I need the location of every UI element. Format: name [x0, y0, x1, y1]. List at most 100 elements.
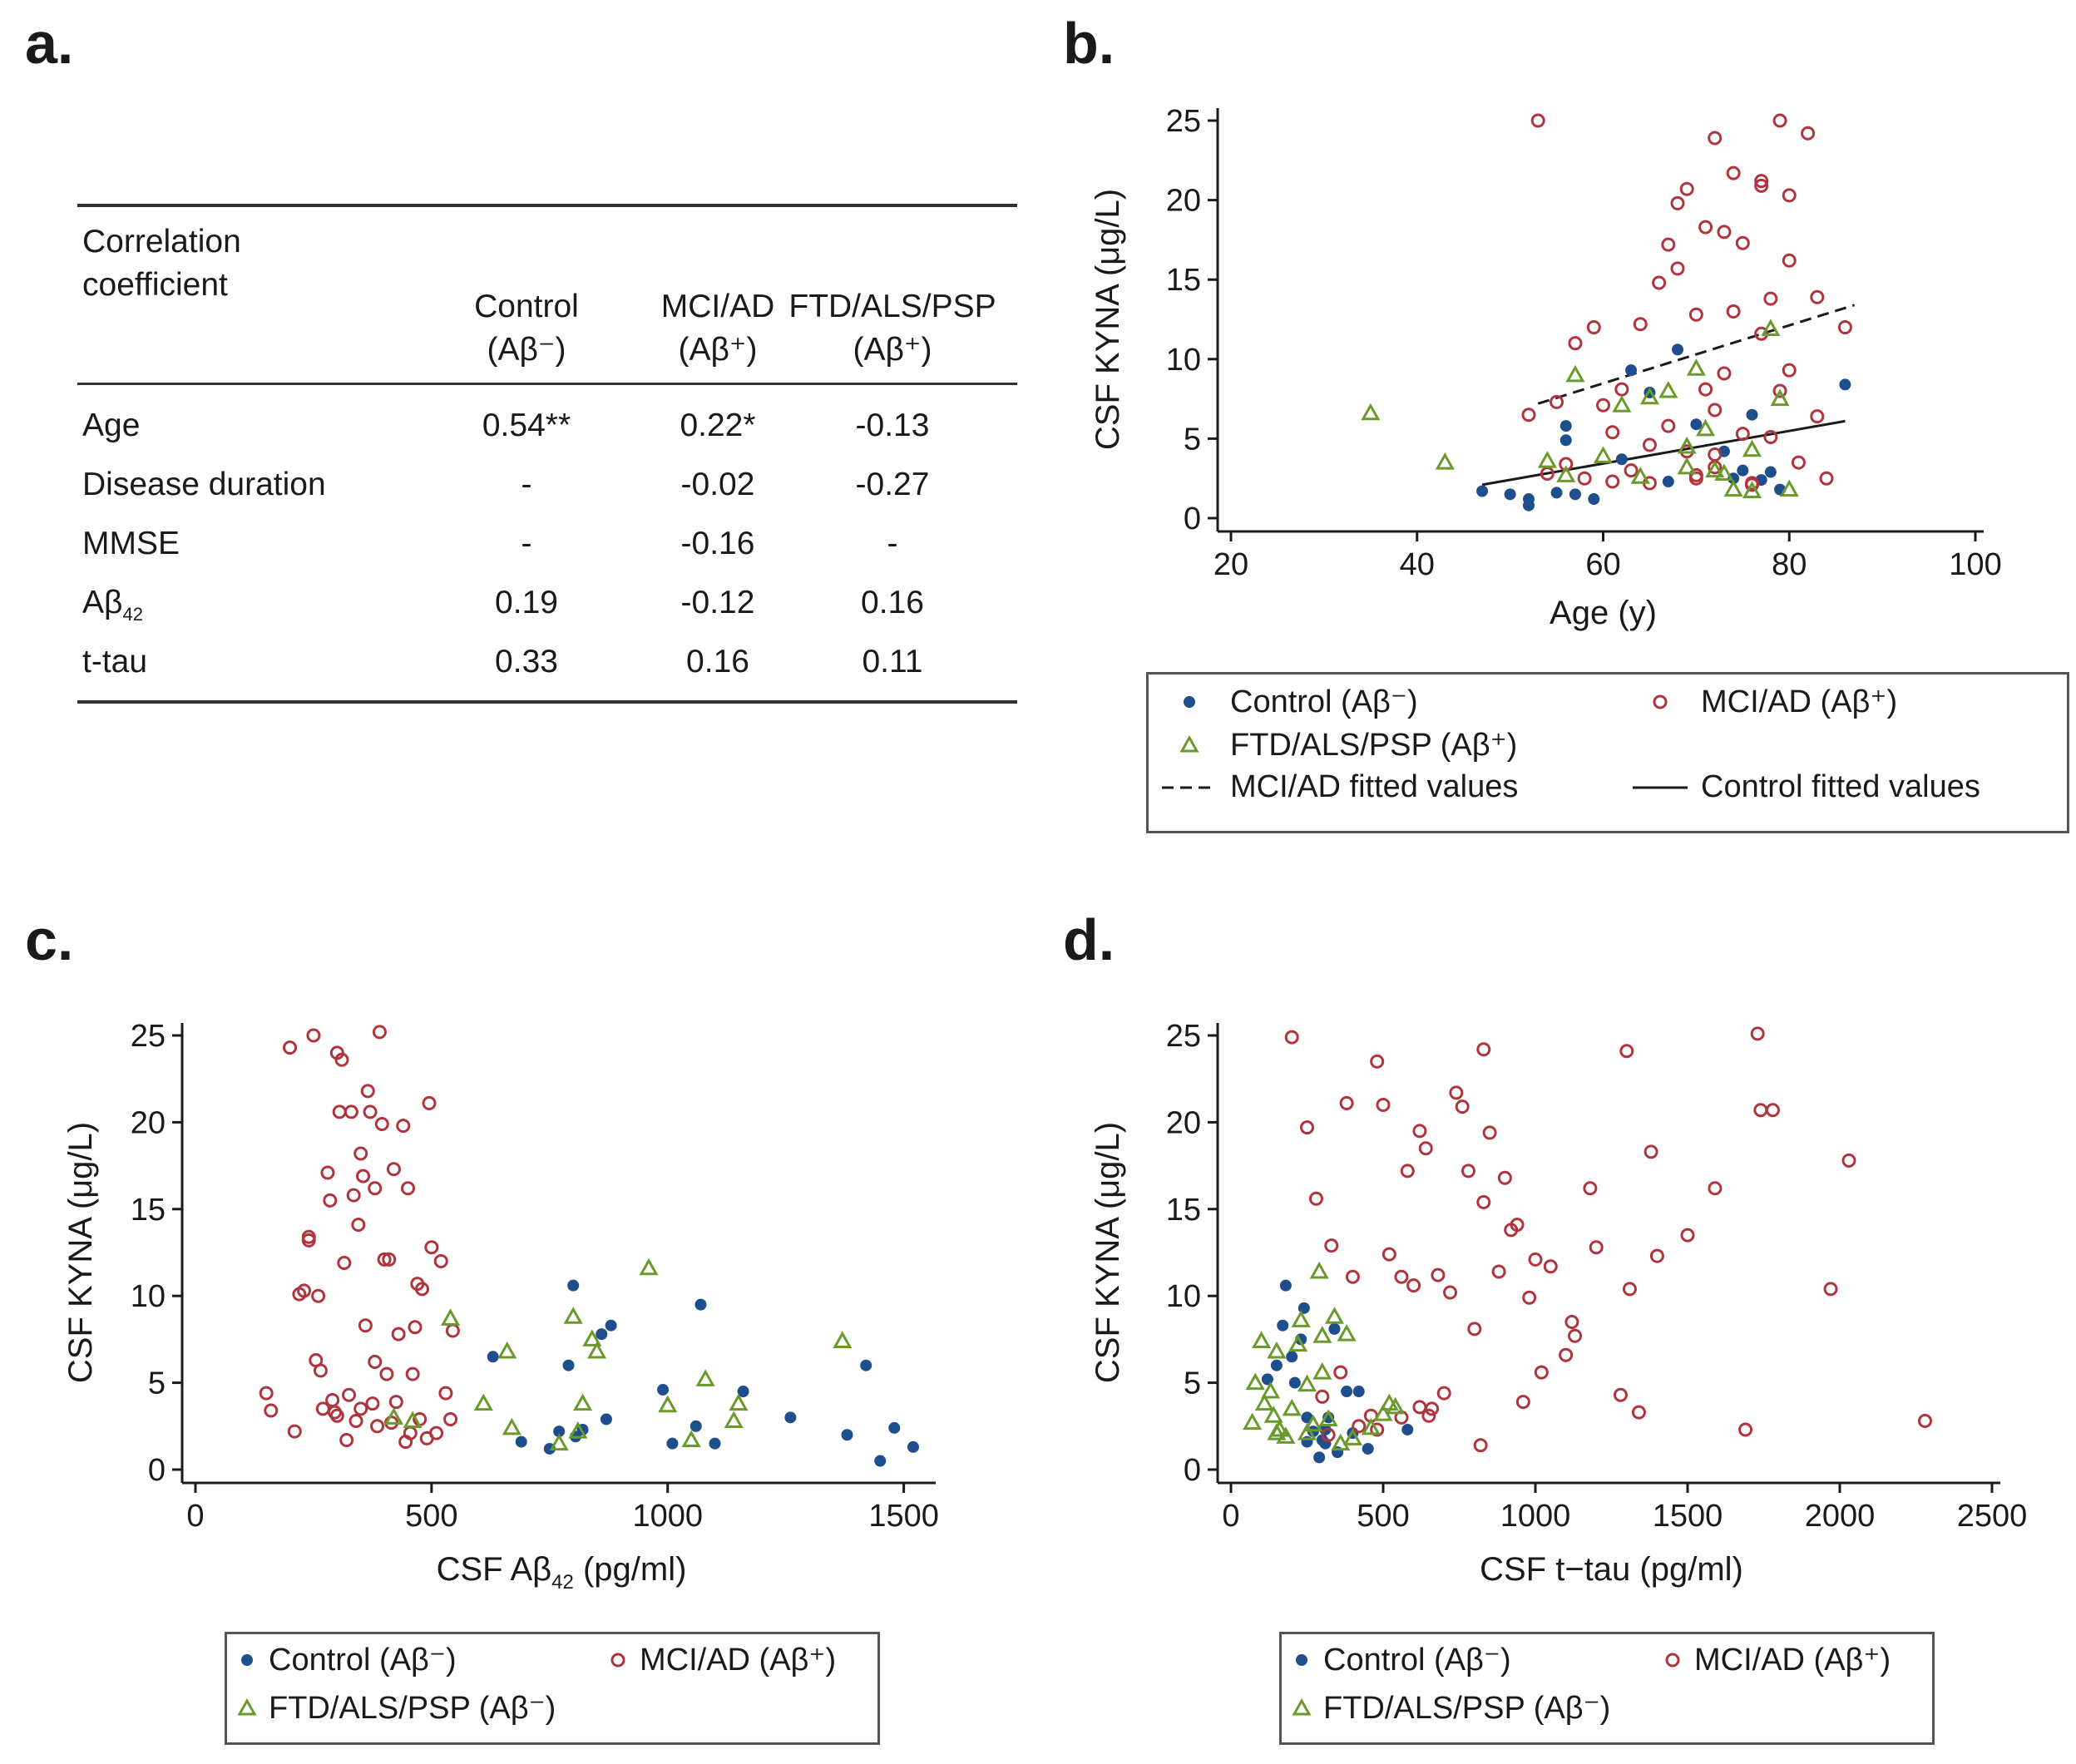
ftd-point — [1742, 481, 1762, 498]
ftd-point — [1556, 465, 1576, 482]
legend-item-ftd: FTD/ALS/PSP (Aβ⁻) — [230, 1689, 556, 1727]
panel-label-d: d. — [1063, 907, 1115, 972]
y-axis-label: CSF KYNA (μg/L) — [1090, 189, 1126, 450]
mciad-point — [1370, 1422, 1385, 1437]
ftd-point — [1639, 387, 1660, 405]
mciad-point — [348, 1414, 363, 1429]
control-point — [1615, 453, 1628, 466]
ftd-point — [1537, 451, 1557, 468]
mciad-point — [1473, 1438, 1488, 1453]
table-cell: 0.16 — [861, 585, 924, 620]
mciad-point — [1810, 409, 1825, 424]
x-tick-label: 500 — [405, 1499, 457, 1534]
mciad-point — [424, 1240, 439, 1255]
ftd-point — [497, 1341, 517, 1359]
mciad-point — [1406, 1278, 1421, 1293]
mciad-point — [408, 1320, 423, 1335]
mciad-point — [363, 1104, 378, 1119]
mciad-point — [1497, 1170, 1512, 1185]
control-point — [562, 1359, 575, 1371]
x-tick-label: 1500 — [868, 1499, 939, 1534]
row-label-text: Age — [82, 408, 141, 443]
ftd-point — [681, 1430, 701, 1448]
mciad-point — [388, 1395, 403, 1410]
mciad-point — [1614, 382, 1629, 397]
ftd-point — [1263, 1406, 1283, 1423]
row-label: Disease duration — [82, 467, 326, 503]
ftd-point — [1282, 1398, 1302, 1416]
ftd-point — [1337, 1324, 1357, 1342]
ftd-point — [1297, 1374, 1317, 1392]
mciad-point — [306, 1028, 321, 1043]
mciad-point — [353, 1146, 368, 1161]
mciad-point — [1754, 174, 1769, 189]
mciad-point — [396, 1119, 411, 1134]
x-tick-label: 20 — [1213, 547, 1248, 582]
ftd-point — [1686, 358, 1706, 376]
mciad-point — [1315, 1389, 1330, 1404]
mciad-point — [1717, 366, 1732, 381]
mciad-point — [1449, 1085, 1464, 1100]
open-circle-icon — [1665, 1653, 1680, 1667]
mciad-point — [1782, 188, 1797, 203]
mciad-fit-line — [1537, 304, 1856, 405]
control-point — [841, 1429, 853, 1441]
control-point — [1401, 1423, 1414, 1435]
ftd-point — [587, 1341, 607, 1359]
control-point — [567, 1279, 580, 1292]
mciad-point — [1333, 1365, 1348, 1380]
ftd-point — [1361, 403, 1381, 421]
mciad-point — [1679, 181, 1694, 196]
legend-label: Control (Aβ⁻) — [1230, 684, 1418, 719]
mciad-point — [1644, 1144, 1658, 1159]
mciad-point — [1738, 1422, 1753, 1437]
mciad-point — [1394, 1269, 1409, 1284]
y-tick-label: 0 — [1184, 502, 1201, 536]
mciad-point — [1688, 307, 1703, 322]
ftd-point — [658, 1395, 678, 1413]
mciad-point — [1823, 1282, 1838, 1297]
x-tick-label: 2500 — [1957, 1499, 2028, 1534]
ftd-point — [695, 1369, 715, 1386]
mciad-point — [1586, 320, 1601, 335]
mciad-point — [1467, 1322, 1482, 1337]
ftd-point — [549, 1433, 569, 1451]
mciad-point — [1521, 408, 1536, 422]
x-tick-label: 0 — [186, 1499, 204, 1534]
ftd-point — [473, 1393, 493, 1411]
ftd-point — [1331, 1433, 1351, 1451]
mciad-point — [1589, 1240, 1604, 1255]
mciad-point — [1412, 1400, 1427, 1415]
mciad-point — [1819, 471, 1834, 486]
y-tick-label: 25 — [1166, 104, 1201, 139]
control-point — [1288, 1376, 1301, 1389]
row-label-text: t-tau — [82, 644, 148, 679]
control-point — [1764, 466, 1777, 478]
y-tick-label: 25 — [1166, 1019, 1201, 1054]
control-point — [1690, 418, 1703, 431]
mciad-point — [1708, 131, 1723, 146]
ftd-point — [639, 1258, 659, 1276]
legend-label: Control (Aβ⁻) — [1323, 1643, 1511, 1678]
column-header-line1: FTD/ALS/PSP — [788, 289, 996, 324]
mciad-point — [1522, 1290, 1537, 1305]
table-cell: -0.12 — [680, 585, 755, 620]
ftd-point — [563, 1307, 583, 1324]
control-point — [1286, 1351, 1298, 1363]
y-tick-label: 0 — [148, 1453, 166, 1488]
y-tick-label: 15 — [1166, 263, 1201, 298]
table-cell: 0.19 — [495, 585, 558, 620]
mciad-point — [1455, 1099, 1470, 1114]
control-point — [657, 1383, 670, 1396]
control-point — [515, 1435, 527, 1448]
solid-line-icon — [1633, 786, 1688, 788]
mciad-point — [1577, 471, 1592, 486]
ftd-point — [1658, 380, 1678, 398]
mciad-point — [1763, 429, 1778, 444]
y-tick-label: 0 — [1184, 1453, 1201, 1488]
mciad-point — [1324, 1238, 1339, 1253]
legend-label: MCI/AD fitted values — [1230, 769, 1519, 804]
mciad-point — [1321, 1427, 1336, 1442]
control-point — [1625, 364, 1638, 377]
mciad-point — [374, 1116, 389, 1131]
